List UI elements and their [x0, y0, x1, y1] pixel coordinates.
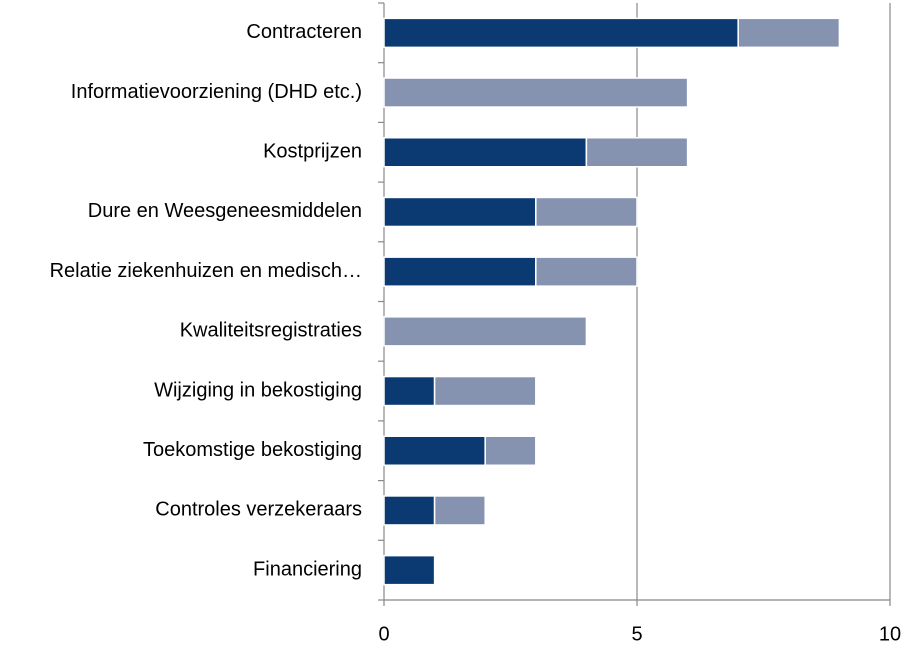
bar-segment [433, 375, 537, 407]
bar-segment [737, 17, 841, 49]
bar-segment [585, 137, 689, 168]
y-tick-label: Contracteren [246, 21, 362, 43]
y-tick-label: Kostprijzen [263, 141, 362, 163]
bar-segment [383, 435, 486, 466]
bar-segment [383, 17, 739, 49]
bar-segment [383, 554, 436, 586]
y-tick-label: Toekomstige bekostiging [143, 439, 362, 461]
y-tick-label: Relatie ziekenhuizen en medisch… [50, 260, 362, 282]
bar-segment [383, 375, 436, 407]
bar-segment [535, 256, 638, 287]
x-tick-label: 5 [631, 623, 642, 645]
y-tick-label: Controles verzekeraars [155, 499, 362, 521]
y-tick-label: Wijziging in bekostiging [154, 379, 362, 401]
bar-segment [383, 196, 537, 228]
bar-segment [383, 137, 588, 168]
bar-segment [383, 316, 588, 347]
x-tick-label: 0 [378, 623, 389, 645]
bar-segment [383, 495, 436, 526]
y-tick-label: Financiering [253, 558, 362, 580]
y-tick-label: Kwaliteitsregistraties [180, 320, 362, 342]
bar-segment [383, 256, 537, 287]
bar-segment [383, 77, 689, 108]
y-tick-label: Informatievoorziening (DHD etc.) [71, 81, 362, 103]
bar-segment [484, 435, 537, 466]
bar-segment [535, 196, 638, 228]
y-tick-label: Dure en Weesgeneesmiddelen [88, 200, 362, 222]
x-tick-label: 10 [879, 623, 901, 645]
bar-segment [433, 495, 486, 526]
